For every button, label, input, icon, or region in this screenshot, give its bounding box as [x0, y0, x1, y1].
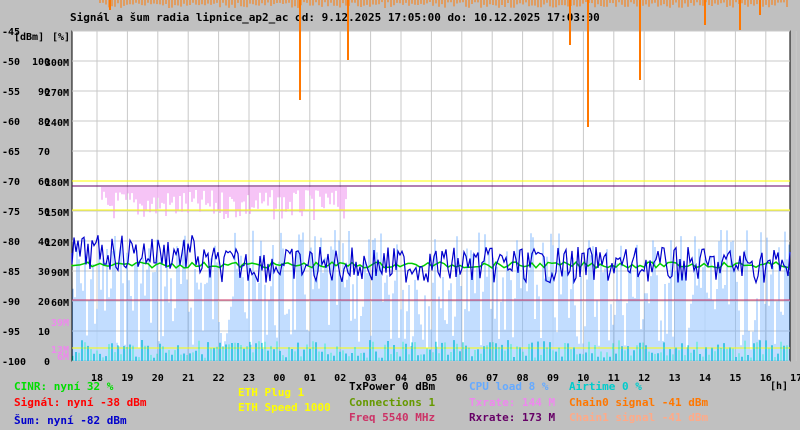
legend-cpu: CPU load 8 % [469, 380, 549, 393]
x-tick-label: 17 [790, 373, 800, 384]
legend-cinr: CINR: nyní 32 % [14, 380, 114, 393]
x-tick-label: 18 [91, 373, 103, 384]
x-tick-label: 12 [638, 373, 650, 384]
legend-noise: Šum: nyní -82 dBm [14, 414, 127, 427]
x-tick-label: 21 [182, 373, 194, 384]
x-tick-label: 05 [425, 373, 437, 384]
y-tick-rate: 300M [45, 58, 69, 69]
airtime-series [72, 340, 788, 361]
y-tick-pct: 60 [38, 177, 50, 188]
y-tick-dbm: -50 [2, 57, 20, 68]
y-tick-dbm: -45 [2, 27, 20, 38]
x-tick-label: 20 [152, 373, 164, 384]
y-tick-pct: 80 [38, 117, 50, 128]
legend-chain1: Chain1 signal -41 dBm [569, 411, 709, 424]
x-tick-label: 19 [121, 373, 133, 384]
x-tick-label: 02 [334, 373, 346, 384]
y-tick-pct: 90 [38, 87, 50, 98]
y-unit-dbm: [dBm] [14, 32, 45, 43]
legend-freq: Freq 5540 MHz [349, 411, 436, 424]
y-tick-dbm: -95 [2, 327, 20, 338]
x-tick-label: 10 [577, 373, 589, 384]
legend-eth-speed: ETH Speed 1000 [238, 401, 331, 414]
y-tick-pct: 50 [38, 207, 50, 218]
x-tick-label: 08 [517, 373, 529, 384]
x-tick-label: 16 [760, 373, 772, 384]
y-tick-dbm: -90 [2, 297, 20, 308]
x-tick-label: 01 [304, 373, 316, 384]
y-tick-dbm: -65 [2, 147, 20, 158]
y-tick-rate: 6M [57, 352, 69, 363]
x-tick-label: 15 [729, 373, 741, 384]
y-tick-pct: 10 [38, 327, 50, 338]
y-tick-dbm: -75 [2, 207, 20, 218]
y-tick-pct: 20 [38, 297, 50, 308]
y-tick-pct: 100 [32, 57, 50, 68]
y-tick-rate: 180M [45, 178, 69, 189]
x-tick-label: 09 [547, 373, 559, 384]
x-tick-label: 22 [213, 373, 225, 384]
y-tick-dbm: -55 [2, 87, 20, 98]
y-tick-pct: 40 [38, 237, 50, 248]
y-tick-dbm: -70 [2, 177, 20, 188]
y-tick-pct: 0 [44, 357, 50, 368]
y-tick-rate: 120M [45, 238, 69, 249]
x-tick-label: 03 [365, 373, 377, 384]
y-tick-rate: 90M [51, 268, 69, 279]
legend-txpower: TxPower 0 dBm [349, 380, 436, 393]
x-tick-label: 11 [608, 373, 620, 384]
x-tick-label: 04 [395, 373, 407, 384]
x-tick-label: 14 [699, 373, 711, 384]
y-tick-rate: 240M [45, 118, 69, 129]
y-tick-dbm: -60 [2, 117, 20, 128]
y-tick-pct: 70 [38, 147, 50, 158]
x-tick-label: 13 [669, 373, 681, 384]
legend-eth-plug: ETH Plug 1 [238, 386, 305, 399]
chain0-signal-series [99, 0, 788, 8]
x-tick-label: 23 [243, 373, 255, 384]
y-tick-rate: 60M [51, 298, 69, 309]
y-tick-rate: 13M [51, 345, 69, 356]
y-tick-dbm: -85 [2, 267, 20, 278]
y-unit-pct: [%] [52, 32, 71, 43]
y-tick-rate: 270M [45, 88, 69, 99]
legend-rxrate: Rxrate: 173 M [469, 411, 556, 424]
legend-txrate: Txrate: 144 M [469, 396, 556, 409]
x-unit: [h] [770, 381, 789, 392]
legend-connections: Connections 1 [349, 396, 436, 409]
x-tick-label: 00 [273, 373, 285, 384]
cpu-load-series [72, 230, 790, 361]
y-tick-rate: 150M [45, 208, 69, 219]
legend-airtime: Airtime 0 % [569, 380, 642, 393]
chart-title: Signál a šum radia lipnice_ap2_ac od: 9.… [70, 11, 600, 24]
legend-signal: Signál: nyní -38 dBm [14, 396, 147, 409]
y-tick-rate: 39M [51, 318, 69, 329]
legend-chain0: Chain0 signal -41 dBm [569, 396, 709, 409]
y-tick-pct: 30 [38, 267, 50, 278]
x-tick-label: 07 [486, 373, 498, 384]
y-tick-dbm: -100 [2, 357, 26, 368]
txrate-series [101, 187, 347, 220]
x-tick-label: 06 [456, 373, 468, 384]
cinr-series [71, 260, 789, 269]
noise-series [71, 235, 791, 285]
y-tick-dbm: -80 [2, 237, 20, 248]
